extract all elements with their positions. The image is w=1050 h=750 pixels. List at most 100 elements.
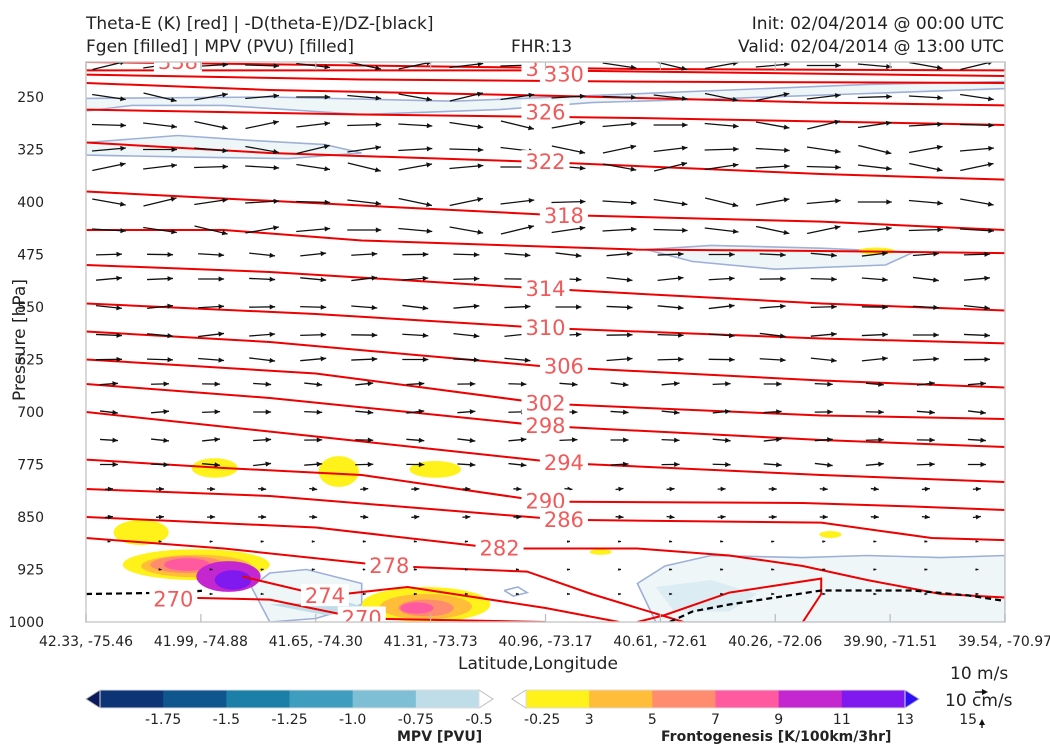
wind-vector-head [929,381,935,387]
wind-vector [500,120,535,131]
wind-vector [960,198,994,207]
wind-vector [916,409,935,415]
theta-e-contour-labels: 3383343303263223183143103063022982942902… [149,50,588,622]
wind-vector [810,304,837,310]
wind-vector-head [674,461,680,468]
wind-vector-head [273,149,279,155]
wind-vector [861,277,888,283]
wind-vector-head [371,356,378,362]
wind-vector [355,381,374,387]
wind-vector [351,332,378,338]
wind-vector-head [674,437,680,443]
frontogenesis-filled-regions [113,247,895,622]
theta-e-label-text: 338 [158,50,198,74]
wind-vector-head [885,149,892,155]
wind-vector-head [163,437,169,443]
wind-vector [202,462,221,468]
wind-vector [209,568,213,571]
wind-vector-head [873,568,877,571]
wind-vector [669,568,673,571]
wind-vector-head [571,437,578,443]
wind-vector-head [269,252,276,258]
wind-vector [551,199,586,205]
wind-vector-head [783,197,790,203]
wind-vector [704,146,739,152]
theta-e-label: 270 [149,587,198,612]
wind-vector-head [987,96,994,102]
wind-vector-head [158,568,162,571]
wind-vector [453,357,480,363]
wind-vector [158,568,162,571]
wind-vector-head [363,568,366,571]
wind-vector-head [984,356,990,362]
colorbars: -1.75 -1.5 -1.25 -1.0 -0.75 -0.5 -0.25 3 5 7 9 11 13… [85,689,977,728]
wind-vector [617,592,622,596]
wind-vector [457,381,476,387]
wind-vector [555,304,582,310]
mpv-colorbar-segment [289,690,354,708]
wind-vector [151,409,170,415]
wind-vector-head [210,514,216,520]
wind-vector [95,356,122,362]
wind-vector [615,514,624,520]
wind-vector-head [678,332,684,338]
wind-vector-head [626,277,633,283]
wind-vector-head [426,123,433,129]
wind-vector [606,276,633,283]
wind-vector-head [324,226,331,232]
wind-vector [362,540,366,543]
wind-vector-shaft [449,92,484,102]
wind-vector [924,592,928,596]
wind-vector-shaft [449,226,484,234]
vertical-velocity-reference-label: 10 cm/s [945,691,1013,711]
wind-vector [963,356,990,362]
wind-vector-head [775,437,782,443]
wind-vector-shaft [653,228,688,232]
wind-vector-head [516,592,519,596]
wind-vector [453,276,480,282]
wind-vector [720,540,724,543]
wind-vector-head [826,462,833,468]
wind-vector-head [988,145,994,152]
wind-vector-shaft [296,200,331,204]
theta-e-label-text: 326 [525,100,565,124]
wind-vector [253,461,272,467]
wind-vector [508,437,527,443]
wind-vector [107,540,111,543]
fgen-region [113,519,169,546]
wind-vector-head [771,592,775,596]
wind-vector [916,381,935,387]
wind-vector-head [120,122,126,128]
wind-vector-shaft [92,62,126,71]
wind-vector [398,123,433,129]
wind-vector-head [516,514,522,520]
wind-vector-head [579,93,586,99]
wind-vector [151,437,170,443]
wind-vector [602,62,637,70]
wind-vector [347,122,382,128]
wind-vector-head [984,305,990,311]
wind-vector [566,568,571,571]
wind-vector [296,163,331,172]
theta-e-label-bg [153,62,202,72]
wind-vector [258,514,267,520]
mpv-colorbar-tick: -1.75 [145,712,181,728]
wind-vector [908,121,943,127]
wind-vector-head [107,514,113,520]
wind-vector [362,592,366,596]
wind-vector-head [311,486,318,492]
wind-vector-head [375,95,382,101]
wind-vector [858,144,892,155]
wind-vector-head [885,165,892,171]
wind-vector-head [669,568,673,571]
wind-vector [91,228,126,234]
fgen-colorbar-segment [778,690,843,708]
x-tick-label: 42.33, -75.46 [39,634,133,650]
wind-vector [453,303,480,309]
wind-vector-head [886,199,892,205]
wind-vector-shaft [500,225,535,235]
theta-e-label: 338 [153,50,202,74]
x-tick-label: 41.99, -74.88 [154,634,248,650]
wind-vector [202,409,221,415]
wind-vector-shaft [347,123,382,127]
